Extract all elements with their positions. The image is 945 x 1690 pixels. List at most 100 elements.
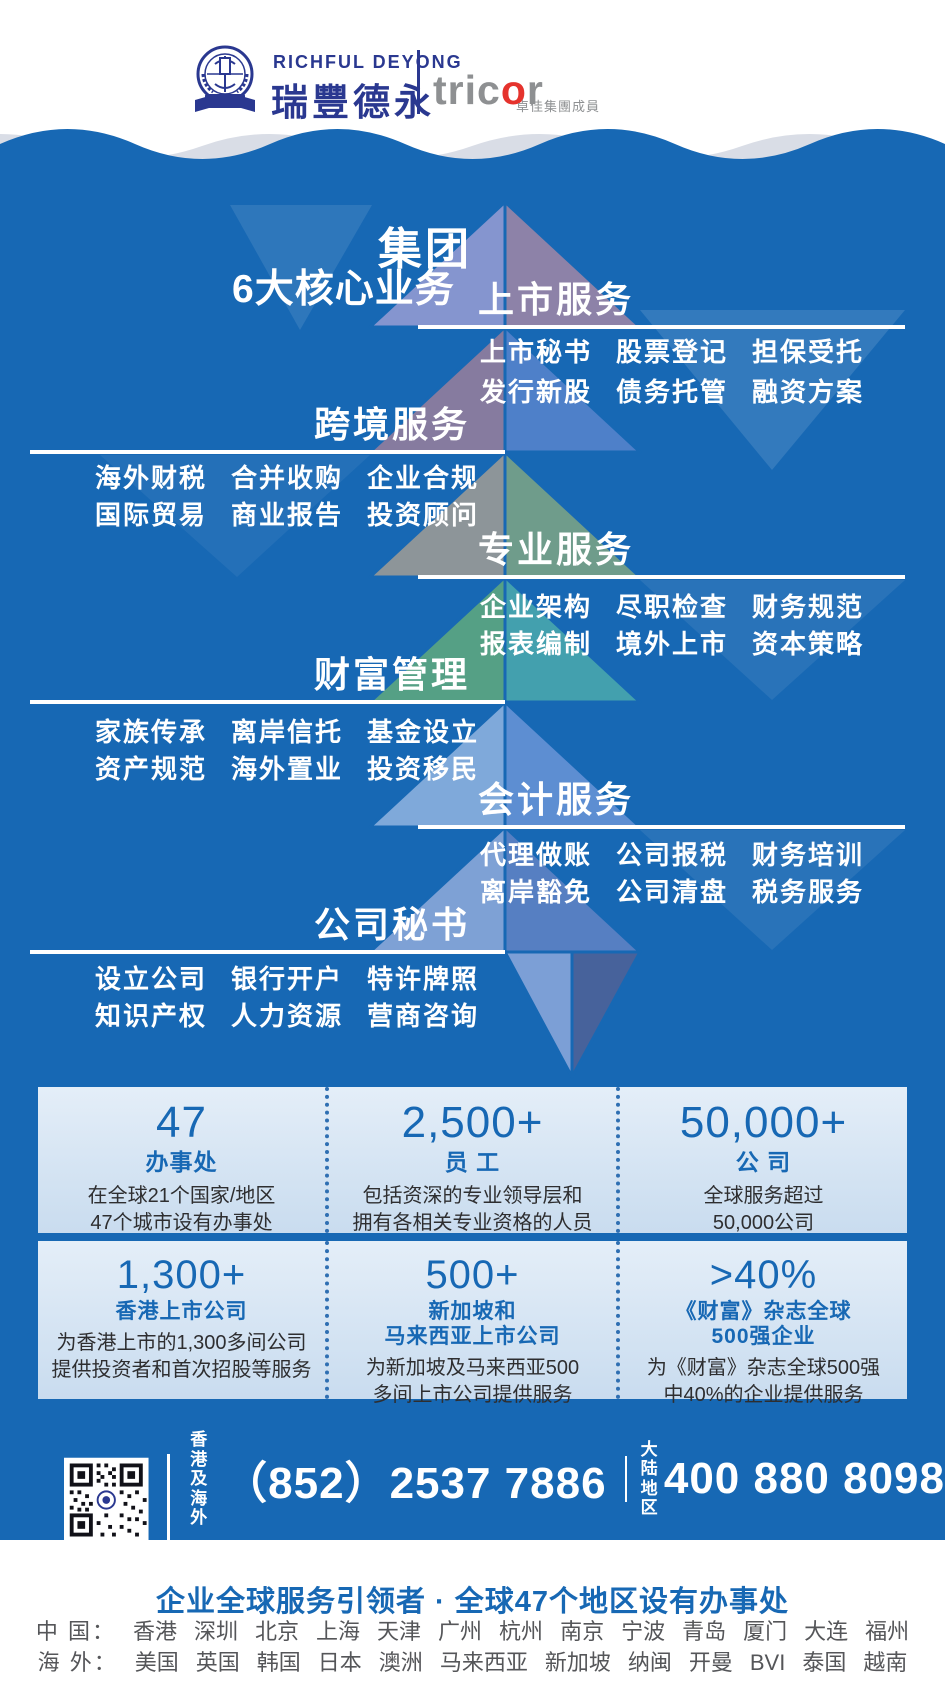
stat-value: 50,000+ — [679, 1098, 848, 1147]
stat-desc-line: 拥有各相关专业资格的人员 — [352, 1211, 593, 1234]
service-6-underline — [30, 950, 505, 954]
service-4-underline — [30, 700, 505, 704]
service-5-item: 代理做账 — [480, 840, 593, 870]
service-4-item: 家族传承 — [95, 717, 208, 747]
service-3-item: 报表编制 — [480, 629, 593, 659]
service-1-heading: 上市服务 — [478, 279, 635, 320]
stat-value: 47 — [156, 1098, 207, 1147]
phone-mainland: 400 880 8098 — [663, 1453, 945, 1503]
stat-desc-line: 全球服务超过 — [703, 1184, 824, 1207]
stat-desc-line: 包括资深的专业领导层和 — [362, 1184, 583, 1207]
brand-name-en: RICHFUL DEYONG — [273, 52, 463, 72]
stat-desc-line: 提供投资者和首次招股等服务 — [51, 1359, 312, 1382]
city: 开曼 — [688, 1650, 733, 1675]
service-1-item: 债务托管 — [616, 377, 729, 407]
brand-name-cn: 瑞豐德永 — [271, 82, 435, 123]
service-2-underline — [30, 450, 505, 454]
stats-row-2: 1,300+ 香港上市公司 为香港上市的1,300多间公司 提供投资者和首次招股… — [38, 1241, 907, 1406]
city: 青岛 — [682, 1619, 727, 1644]
service-5-item: 公司清盘 — [616, 877, 729, 907]
stats-row-1: 47 办事处 在全球21个国家/地区 47个城市设有办事处 2,500+ 员 工… — [38, 1087, 907, 1234]
service-1-item: 融资方案 — [752, 377, 865, 407]
stat-desc: 包括资深的专业领导层和 拥有各相关专业资格的人员 — [353, 1183, 593, 1237]
stat-hk-listed: 1,300+ 香港上市公司 为香港上市的1,300多间公司 提供投资者和首次招股… — [38, 1241, 325, 1399]
stat-value: 500+ — [425, 1253, 520, 1297]
company-emblem-icon — [195, 45, 255, 112]
service-5-item: 财务培训 — [752, 840, 865, 870]
stat-label: 公 司 — [735, 1149, 792, 1176]
stat-desc: 为《财富》杂志全球500强 中40%的企业提供服务 — [647, 1355, 880, 1409]
city: 新加坡 — [544, 1650, 611, 1675]
phone-row: 香港及 海 外 （852）2537 7886 大陆 地区 400 880 809… — [190, 1430, 945, 1528]
stat-label: 新加坡和 马来西亚上市公司 — [385, 1299, 561, 1349]
service-5-item: 税务服务 — [752, 877, 865, 907]
stat-label: 《财富》杂志全球 500强企业 — [676, 1299, 852, 1349]
stat-desc-line: 在全球21个国家/地区 — [87, 1184, 276, 1207]
stat-desc-line: 为《财富》杂志全球500强 — [646, 1357, 881, 1380]
stat-desc: 为新加坡及马来西亚500 多间上市公司提供服务 — [366, 1355, 579, 1409]
service-1-item: 股票登记 — [616, 337, 729, 367]
city: 南京 — [560, 1619, 605, 1644]
service-1-underline — [418, 325, 905, 329]
service-4-item: 海外置业 — [231, 754, 344, 784]
service-6-item: 人力资源 — [231, 1001, 344, 1031]
overseas-cities-row: 海 外： 美国 英国 韩国 日本 澳洲 马来西亚 新加坡 纳闽 开曼 BVI 泰… — [0, 1645, 945, 1677]
city: 福州 — [865, 1619, 910, 1644]
stat-label-line: 《财富》杂志全球 — [675, 1300, 852, 1323]
city: BVI — [749, 1650, 786, 1675]
service-3-item: 财务规范 — [752, 592, 865, 622]
city: 广州 — [438, 1619, 483, 1644]
region-label-line: 香港及 — [190, 1430, 210, 1489]
stat-label-line: 香港上市公司 — [115, 1300, 248, 1323]
stat-offices: 47 办事处 在全球21个国家/地区 47个城市设有办事处 — [38, 1087, 325, 1234]
contact-strip: 香港及 海 外 （852）2537 7886 大陆 地区 400 880 809… — [64, 1430, 945, 1571]
service-5-item: 公司报税 — [616, 840, 729, 870]
stat-desc: 在全球21个国家/地区 47个城市设有办事处 — [88, 1183, 276, 1237]
stat-label: 香港上市公司 — [116, 1299, 248, 1324]
service-3-item: 境外上市 — [616, 629, 729, 659]
city: 美国 — [134, 1650, 179, 1675]
region-label-mainland: 大陆 地区 — [641, 1440, 660, 1518]
region-label-hk-overseas: 香港及 海 外 — [190, 1430, 219, 1528]
city: 杭州 — [499, 1619, 544, 1644]
hero-title-line1: 集团 — [378, 225, 472, 274]
contact-divider — [166, 1454, 171, 1547]
service-6-heading: 公司秘书 — [313, 904, 470, 945]
city: 韩国 — [256, 1650, 301, 1675]
service-2-item: 海外财税 — [95, 463, 208, 493]
service-3-item: 资本策略 — [752, 629, 865, 659]
service-6-item: 特许牌照 — [367, 964, 480, 994]
stat-desc: 全球服务超过 50,000公司 — [704, 1183, 824, 1237]
city: 马来西亚 — [439, 1650, 528, 1675]
footer-headline: 企业全球服务引领者 · 全球47个地区设有办事处 — [155, 1586, 790, 1618]
stat-fortune-500: >40% 《财富》杂志全球 500强企业 为《财富》杂志全球500强 中40%的… — [616, 1241, 907, 1406]
service-6-item: 设立公司 — [95, 964, 208, 994]
city: 天津 — [377, 1619, 422, 1644]
header: RICHFUL DEYONG 瑞豐德永 tricor 卓佳集團成員 — [0, 0, 945, 123]
phone-divider — [624, 1455, 627, 1502]
city: 泰国 — [802, 1650, 847, 1675]
service-1-item: 上市秘书 — [480, 337, 593, 367]
service-3-underline — [418, 575, 905, 579]
service-5-item: 离岸豁免 — [480, 877, 593, 907]
service-2-item: 企业合规 — [367, 463, 480, 493]
service-1-item: 发行新股 — [480, 377, 593, 407]
phone-hk-overseas: （852）2537 7886 — [223, 1458, 607, 1508]
region-label-line: 地区 — [640, 1478, 660, 1518]
service-6-item: 营商咨询 — [367, 1001, 480, 1031]
service-2-item: 国际贸易 — [95, 500, 208, 530]
service-4-item: 资产规范 — [95, 754, 208, 784]
service-3-item: 尽职检查 — [616, 592, 729, 622]
contact-text: 香港及 海 外 （852）2537 7886 大陆 地区 400 880 809… — [190, 1430, 945, 1571]
city: 纳闽 — [627, 1650, 672, 1675]
stat-desc-line: 50,000公司 — [712, 1211, 815, 1234]
stat-label-line: 马来西亚上市公司 — [384, 1325, 561, 1349]
service-4-heading: 财富管理 — [313, 654, 470, 695]
city: 英国 — [195, 1650, 240, 1675]
service-1-item: 担保受托 — [752, 337, 865, 367]
stat-staff: 2,500+ 员 工 包括资深的专业领导层和 拥有各相关专业资格的人员 — [325, 1087, 616, 1234]
wave-divider — [0, 129, 945, 168]
stat-desc-line: 多间上市公司提供服务 — [372, 1384, 573, 1407]
stat-value: >40% — [709, 1253, 818, 1297]
stat-value: 2,500+ — [401, 1098, 544, 1147]
